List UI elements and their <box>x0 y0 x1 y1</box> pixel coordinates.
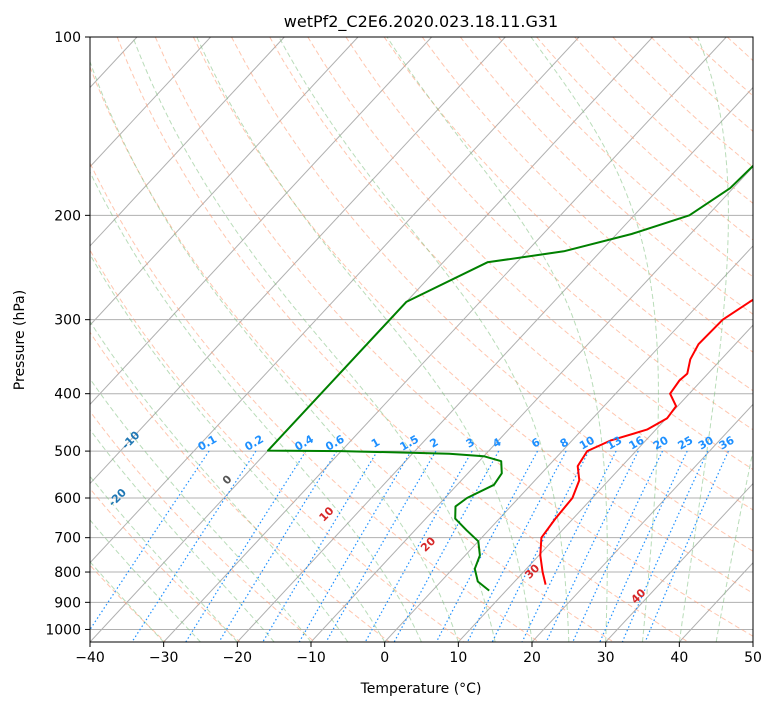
mixing-ratio-line <box>521 450 617 642</box>
mixing-ratio-line <box>185 450 307 642</box>
x-axis: −40 −30 −20 −10 0 10 20 30 40 50 <box>75 642 762 666</box>
dry-adiabat-line <box>345 37 753 431</box>
dry-adiabat-line <box>90 65 614 642</box>
mixing-ratio-line <box>218 450 338 642</box>
y-tick-label: 900 <box>54 595 81 611</box>
x-tick-label: 30 <box>597 650 615 666</box>
x-tick-label: 20 <box>523 650 541 666</box>
mixing-ratio-line <box>325 450 437 642</box>
series-layer <box>267 164 753 592</box>
dry-adiabat-line <box>383 37 753 392</box>
chart-title: wetPf2_C2E6.2020.023.18.11.G31 <box>284 12 558 32</box>
moist-adiabat-line <box>530 37 659 642</box>
dry-adiabat-line <box>269 37 753 511</box>
y-tick-label: 300 <box>54 313 81 329</box>
isotherm-gridline <box>605 482 753 642</box>
moist-adiabat-line <box>90 519 201 642</box>
moist-adiabat-line <box>715 448 753 642</box>
isotherm-gridline <box>236 86 753 642</box>
moist-adiabat-line <box>90 428 275 642</box>
y-tick-label: 400 <box>54 387 81 403</box>
mixing-ratio-layer <box>90 450 729 642</box>
temperature-profile-line <box>539 298 753 585</box>
moist-adiabat-line <box>90 560 165 642</box>
moist-adiabat-line <box>90 320 349 642</box>
isotherm-gridline <box>310 165 753 642</box>
adiabat-layer <box>90 37 753 642</box>
mixing-ratio-line <box>599 450 688 642</box>
dry-adiabat-line <box>154 37 753 637</box>
dewpoint-profile-line <box>267 164 753 592</box>
moist-adiabat-line <box>90 60 459 642</box>
moist-adiabat-line <box>132 37 496 642</box>
isotherm-gridline <box>90 37 285 247</box>
mixing-ratio-line <box>572 450 664 642</box>
y-tick-label: 500 <box>54 444 81 460</box>
x-tick-label: −10 <box>296 650 326 666</box>
moist-adiabat-line <box>90 253 386 642</box>
dry-adiabat-line <box>90 249 465 642</box>
moist-adiabat-line <box>678 37 729 642</box>
dry-adiabat-line <box>90 331 390 642</box>
x-tick-label: 10 <box>449 650 467 666</box>
isotherm-gridline <box>531 403 753 642</box>
isotherm-gridline <box>90 37 359 326</box>
mixing-ratio-line <box>491 450 590 642</box>
y-axis: 100 200 300 400 500 600 700 800 900 1000 <box>45 30 90 638</box>
x-tick-label: 50 <box>744 650 762 666</box>
x-tick-label: 40 <box>670 650 688 666</box>
y-tick-label: 700 <box>54 531 81 547</box>
dry-adiabat-line <box>421 37 753 353</box>
isotherm-gridline <box>90 37 433 406</box>
plot-frame <box>89 36 754 643</box>
mixing-ratio-line <box>545 450 639 642</box>
isotherm-gridline <box>90 37 580 564</box>
y-tick-label: 1000 <box>45 622 81 638</box>
dry-adiabat-line <box>90 161 540 642</box>
moist-adiabat-line <box>196 37 533 642</box>
dry-adiabat-line <box>116 37 689 642</box>
mixing-ratio-line <box>466 450 567 642</box>
isotherm-gridline <box>90 37 212 168</box>
x-tick-label: 0 <box>380 650 389 666</box>
y-tick-label: 600 <box>54 491 81 507</box>
x-tick-label: −40 <box>75 650 105 666</box>
x-tick-label: −30 <box>149 650 179 666</box>
x-tick-label: −20 <box>223 650 253 666</box>
y-axis-label: Pressure (hPa) <box>12 290 28 390</box>
isotherm-gridline <box>457 324 753 642</box>
moist-adiabat-line <box>90 170 422 642</box>
moist-adiabat-line <box>386 37 608 642</box>
y-tick-label: 200 <box>54 208 81 224</box>
y-tick-label: 800 <box>54 565 81 581</box>
mixing-ratio-line <box>393 450 500 642</box>
isotherm-gridline <box>90 37 506 485</box>
moist-adiabat-line <box>278 37 570 642</box>
y-tick-label: 100 <box>54 30 81 46</box>
x-axis-label: Temperature (°C) <box>360 681 482 697</box>
mixing-ratio-line <box>435 450 539 642</box>
mixing-ratio-line <box>90 450 210 631</box>
moist-adiabat-line <box>90 475 238 642</box>
grid-layer <box>90 37 753 642</box>
